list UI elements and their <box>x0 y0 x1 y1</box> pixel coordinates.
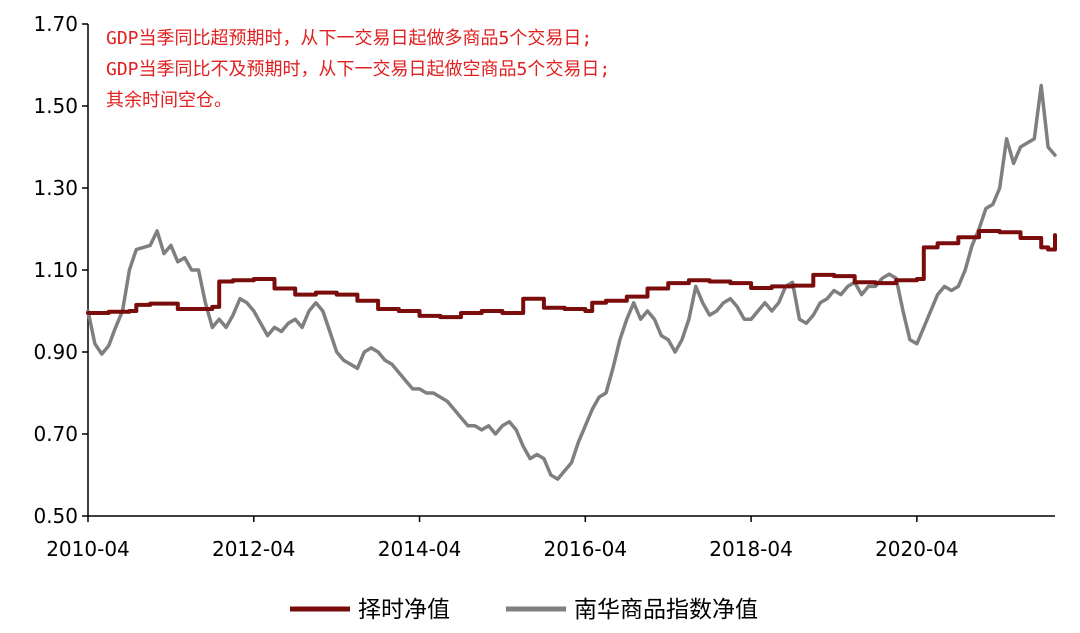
annotation-line-3: 其余时间空仓。 <box>106 90 232 111</box>
annotation-line-1: GDP当季同比超预期时，从下一交易日起做多商品5个交易日; <box>106 28 592 49</box>
x-tick-label: 2010-04 <box>46 537 130 561</box>
y-axis: 0.50 0.70 0.90 1.10 1.30 1.50 1.70 <box>33 12 89 528</box>
y-tick-label: 1.30 <box>33 176 78 200</box>
legend-label-nanhua-index: 南华商品指数净值 <box>574 597 758 623</box>
x-tick-label: 2012-04 <box>212 537 296 561</box>
legend-label-timing-nav: 择时净值 <box>358 597 450 623</box>
annotation: GDP当季同比超预期时，从下一交易日起做多商品5个交易日; GDP当季同比不及预… <box>106 28 610 111</box>
annotation-line-2: GDP当季同比不及预期时，从下一交易日起做空商品5个交易日; <box>106 59 610 80</box>
y-tick-label: 0.70 <box>33 422 78 446</box>
legend: 择时净值 南华商品指数净值 <box>290 597 758 623</box>
series-line-nanhua-index <box>86 83 1057 481</box>
x-axis: 2010-04 2012-04 2014-04 2016-04 2018-04 2020-… <box>46 515 1055 561</box>
y-tick-label: 1.50 <box>33 94 78 118</box>
y-tick-label: 1.70 <box>33 12 78 36</box>
x-tick-label: 2018-04 <box>709 537 793 561</box>
y-tick-label: 0.90 <box>33 340 78 364</box>
x-tick-label: 2014-04 <box>378 537 462 561</box>
y-tick-label: 0.50 <box>33 504 78 528</box>
x-tick-label: 2020-04 <box>875 537 959 561</box>
series-line-timing-nav <box>86 229 1057 320</box>
x-tick-label: 2016-04 <box>544 537 628 561</box>
series-layer <box>86 83 1057 481</box>
y-tick-label: 1.10 <box>33 258 78 282</box>
